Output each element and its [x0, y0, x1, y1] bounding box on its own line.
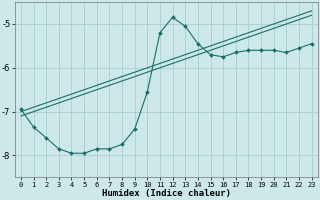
- X-axis label: Humidex (Indice chaleur): Humidex (Indice chaleur): [102, 189, 231, 198]
